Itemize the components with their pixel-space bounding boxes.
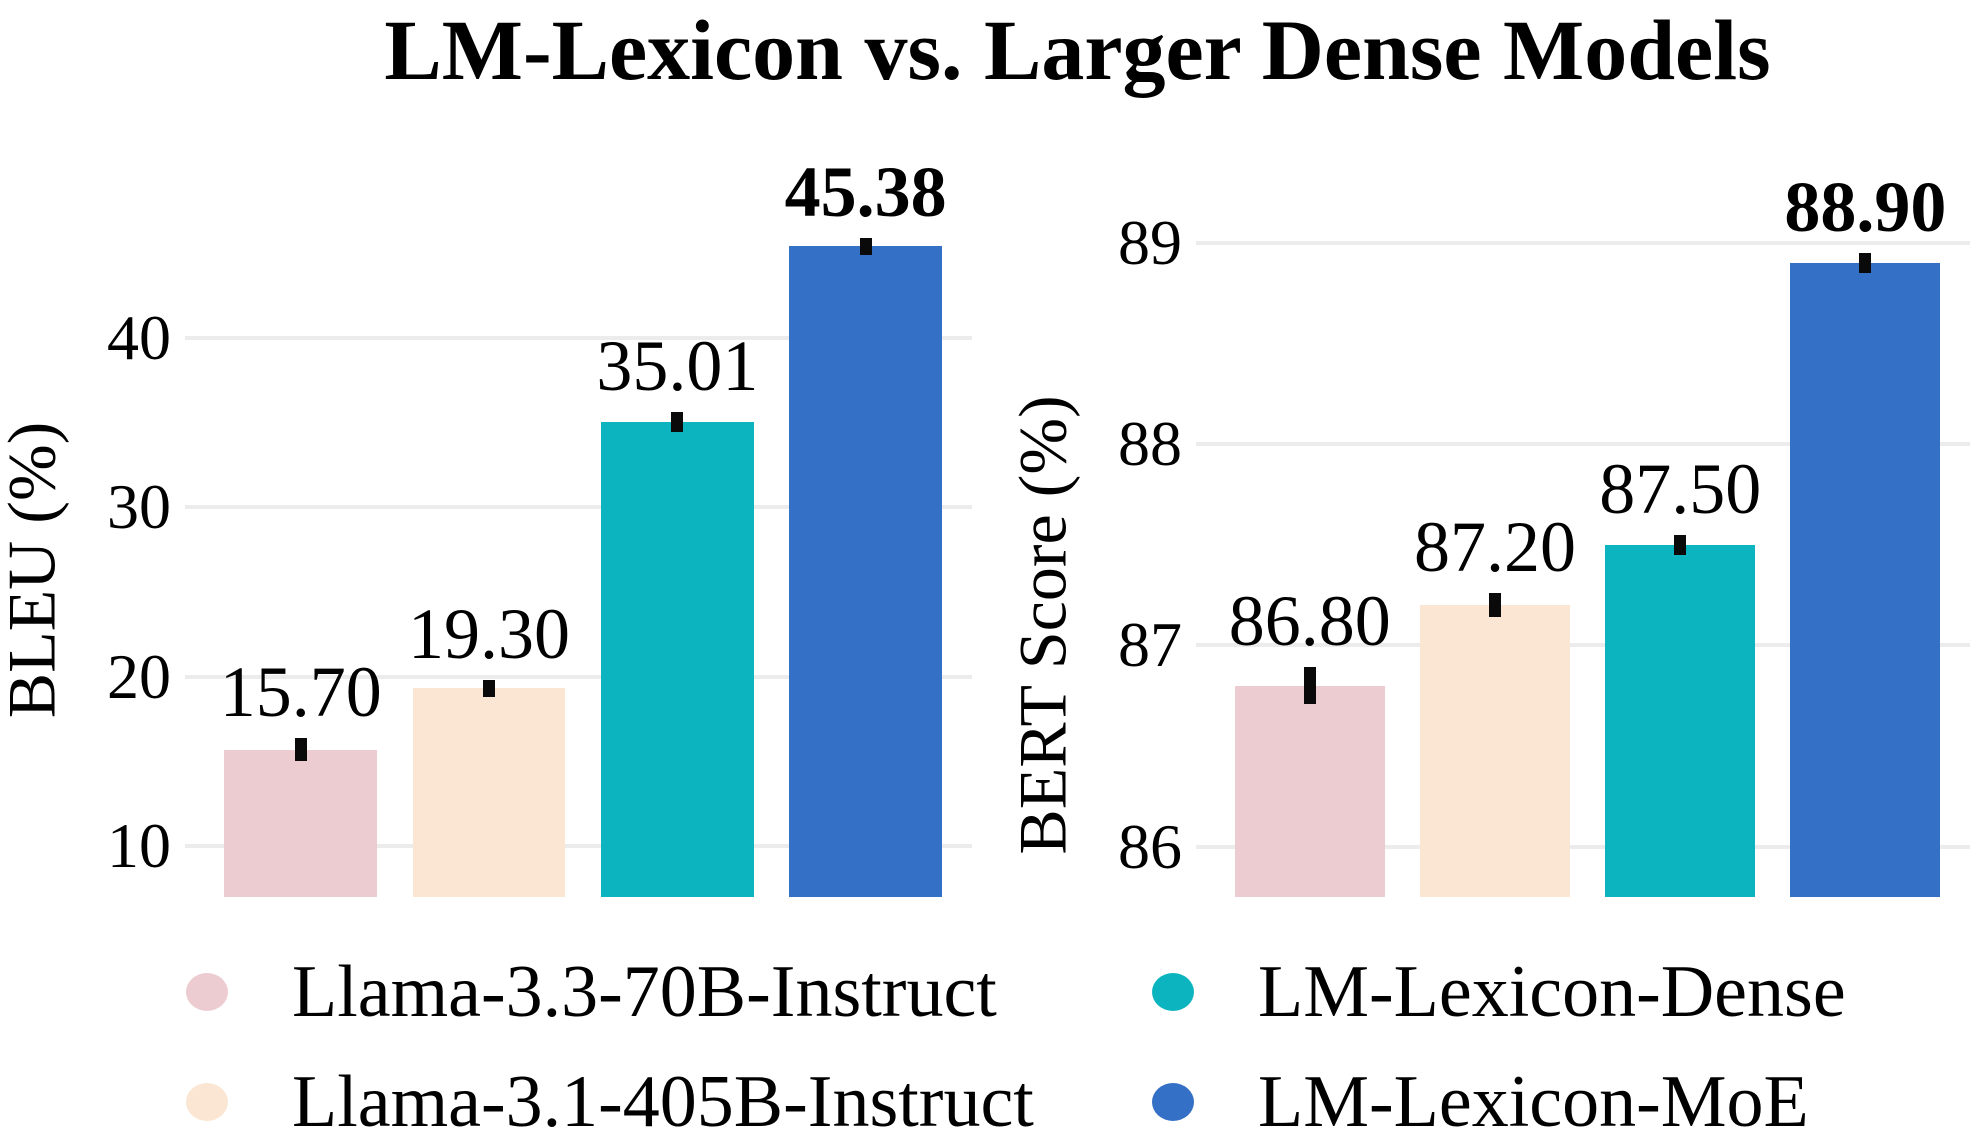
legend-marker-lm-lexicon-moe [1152,1083,1194,1121]
error-bar [294,737,307,762]
y-tick-label: 20 [107,640,171,712]
gridline [1196,844,1970,849]
error-bar [483,680,496,697]
y-tick-label: 86 [1118,810,1182,882]
bert-score-chart-plot-area: 86 87 88 89 86.80 87.20 87.50 88.90 [1118,168,1970,897]
legend-marker-llama-3-1-405b [186,1083,228,1121]
bar-value-label: 19.30 [408,594,571,674]
bar-value-label: 87.20 [1413,506,1576,587]
legend-label: LM-Lexicon-MoE [1258,1061,1809,1140]
bleu-chart-plot-area: 10 20 30 40 15.70 19.30 35.01 45.38 [107,154,972,897]
error-bar [1488,592,1501,618]
gridline [1196,441,1970,446]
error-bar [859,237,872,255]
gridline [1196,240,1970,245]
bar-Llama-3.3-70B-Instruct [1234,685,1385,897]
legend-label: LM-Lexicon-Dense [1258,951,1846,1033]
error-bar [671,411,684,433]
y-tick-label: 10 [107,810,171,882]
legend-item: Llama-3.3-70B-Instruct [186,952,997,1032]
legend-label: Llama-3.1-405B-Instruct [292,1061,1034,1140]
legend-marker-lm-lexicon-dense [1152,973,1194,1011]
gridline [1196,643,1970,648]
bar-value-label: 87.50 [1599,448,1762,529]
bar-LM-Lexicon-Dense [601,422,754,897]
bar-value-label: 45.38 [784,151,947,232]
bar-Llama-3.1-405B-Instruct [1419,605,1571,897]
bar-Llama-3.3-70B-Instruct [224,749,378,897]
bar-LM-Lexicon-MoE [1790,262,1941,897]
legend-item: LM-Lexicon-Dense [1152,952,1846,1032]
bar-LM-Lexicon-MoE [789,246,942,897]
bar-value-label: 15.70 [219,651,382,732]
gridline [185,505,972,510]
error-bar [1303,667,1316,704]
legend-item: Llama-3.1-405B-Instruct [186,1062,1034,1140]
bar-value-label: 88.90 [1784,166,1947,247]
y-tick-label: 87 [1118,609,1182,681]
figure-title: LM-Lexicon vs. Larger Dense Models [384,2,1771,98]
y-tick-label: 89 [1118,206,1182,278]
y-tick-label: 88 [1118,407,1182,479]
gridline [185,674,972,679]
y-tick-label: 30 [107,471,171,543]
bar-LM-Lexicon-Dense [1605,544,1756,897]
error-bar [1674,534,1687,555]
bar-value-label: 35.01 [596,325,759,406]
legend-marker-llama-3-3-70b [186,973,228,1011]
legend-item: LM-Lexicon-MoE [1152,1062,1809,1140]
gridline [185,844,972,849]
bar-value-label: 86.80 [1228,581,1391,662]
gridline [185,335,972,340]
bar-Llama-3.1-405B-Instruct [412,688,566,897]
error-bar [1859,252,1872,273]
y-tick-label: 40 [107,301,171,373]
legend-label: Llama-3.3-70B-Instruct [292,951,997,1033]
